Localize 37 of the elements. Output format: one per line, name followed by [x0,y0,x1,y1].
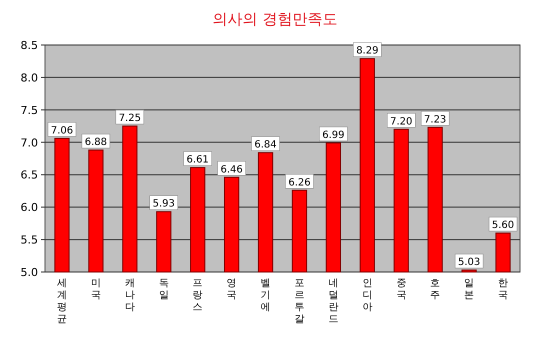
data-label: 7.23 [424,114,446,126]
x-tick-label: 벨기에 [260,278,271,313]
x-tick-label: 일본 [464,278,474,301]
x-tick-label: 세계평균 [56,278,67,325]
x-tick-label: 포르투갈 [294,278,304,325]
x-tick-label: 한국 [498,278,508,301]
x-tick-label: 프랑스 [192,278,203,313]
x-tick-label: 중국 [396,278,406,301]
y-tick-label: 6.5 [20,168,38,182]
y-tick-label: 5.0 [20,266,38,279]
y-tick-label: 5.5 [20,234,38,247]
x-tick-label: 독일 [158,278,169,301]
chart-title: 의사의 경험만족도 [212,10,338,28]
x-tick-label: 인디아 [362,278,372,313]
y-tick-label: 8.5 [20,39,38,52]
data-label: 7.06 [50,125,74,136]
data-label: 8.29 [356,46,378,57]
y-tick-label: 7.5 [20,104,38,117]
y-tick-label: 8.0 [20,71,38,84]
data-label: 6.88 [84,137,108,148]
data-label: 7.25 [118,113,141,124]
data-label: 6.26 [288,177,311,188]
y-tick-label: 6.0 [20,201,38,214]
x-tick-label: 호주 [430,278,440,301]
y-tick-label: 7.0 [20,136,38,150]
data-label: 5.93 [152,198,175,210]
data-label: 6.99 [322,130,345,141]
data-label: 6.84 [254,140,277,151]
data-label: 5.60 [492,220,514,232]
data-label: 7.20 [390,116,412,128]
data-label: 6.46 [220,164,243,176]
data-label: 5.03 [458,257,480,268]
x-tick-label: 캐나다 [124,278,135,313]
x-tick-label: 미국 [90,278,101,301]
data-label: 6.61 [186,154,209,166]
x-tick-label: 네덜란드 [328,278,338,325]
x-tick-label: 영국 [226,278,237,301]
